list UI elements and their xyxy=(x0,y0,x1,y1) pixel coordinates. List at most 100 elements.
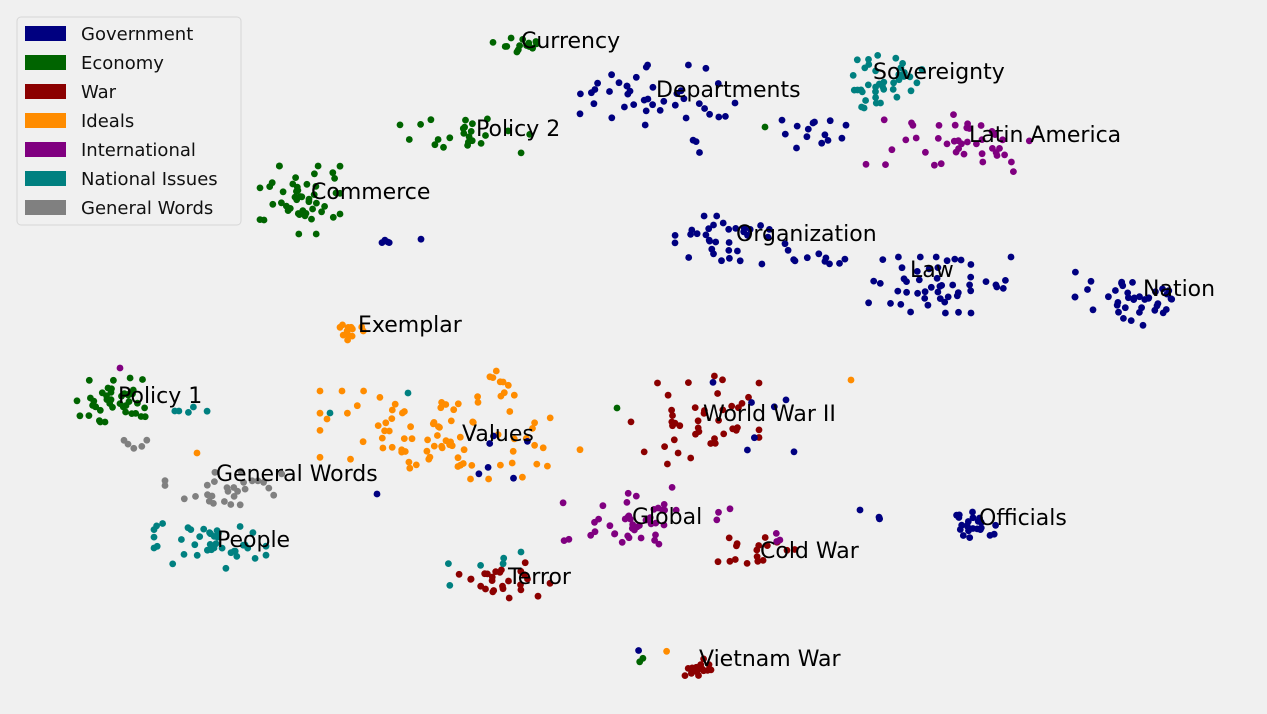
data-point-eco-208 xyxy=(278,199,285,207)
data-point-gov-671 xyxy=(977,526,984,533)
data-point-gov-56 xyxy=(692,138,700,146)
data-point-ide-439 xyxy=(405,458,413,466)
data-point-gov-36 xyxy=(577,90,584,98)
data-point-int-115 xyxy=(880,116,888,124)
data-point-gov-348 xyxy=(1118,278,1126,286)
data-point-nat-423 xyxy=(190,403,197,411)
data-point-eco-410 xyxy=(126,390,133,398)
data-point-eco-380 xyxy=(101,418,109,426)
data-point-eco-414 xyxy=(139,376,146,383)
data-point-eco-5 xyxy=(489,39,497,46)
data-point-gov-271 xyxy=(803,254,811,262)
data-point-war-782 xyxy=(700,655,707,663)
data-point-int-631 xyxy=(599,502,607,510)
legend-swatch-int xyxy=(25,142,66,157)
data-point-eco-182 xyxy=(292,174,299,182)
data-point-gov-354 xyxy=(1159,285,1166,293)
data-point-gov-335 xyxy=(1105,293,1112,301)
data-point-eco-415 xyxy=(96,418,104,426)
data-point-gen-601 xyxy=(270,491,278,499)
data-point-eco-191 xyxy=(269,200,277,208)
data-point-gov-298 xyxy=(934,288,942,296)
data-point-eco-164 xyxy=(482,132,489,139)
data-point-gov-324 xyxy=(1115,308,1122,316)
data-point-war-716 xyxy=(726,557,734,565)
data-point-gov-258 xyxy=(710,250,717,258)
cluster-label-cold-war: Cold War xyxy=(760,539,860,564)
data-point-war-731 xyxy=(759,557,767,564)
data-point-gov-666 xyxy=(977,518,985,525)
data-point-war-530 xyxy=(694,417,702,425)
data-point-gov-315 xyxy=(999,285,1007,292)
data-point-gov-17 xyxy=(630,101,638,108)
data-point-gov-261 xyxy=(758,260,766,268)
data-point-int-117 xyxy=(978,136,986,144)
data-point-eco-187 xyxy=(313,199,320,207)
data-point-int-114 xyxy=(950,137,958,145)
data-point-int-116 xyxy=(912,134,920,142)
data-point-eco-7 xyxy=(501,43,509,50)
data-point-eco-216 xyxy=(305,198,313,206)
data-point-eco-151 xyxy=(460,130,468,137)
data-point-war-566 xyxy=(738,400,746,407)
data-point-nat-63 xyxy=(895,71,903,78)
data-point-war-564 xyxy=(695,428,703,435)
data-point-gov-252 xyxy=(712,238,720,246)
data-point-eco-12 xyxy=(532,38,540,45)
legend-swatch-eco xyxy=(25,55,66,70)
data-point-ide-469 xyxy=(347,455,354,463)
data-point-gen-589 xyxy=(234,487,242,495)
data-point-war-745 xyxy=(467,575,475,583)
data-point-war-535 xyxy=(661,443,668,450)
data-point-war-559 xyxy=(640,448,648,456)
data-point-eco-190 xyxy=(309,205,316,213)
data-point-gov-292 xyxy=(924,301,932,309)
legend-label-eco: Economy xyxy=(81,53,164,74)
cluster-label-nation: Nation xyxy=(1143,277,1215,302)
data-point-nat-83 xyxy=(865,56,872,63)
data-point-war-758 xyxy=(489,588,497,596)
data-point-nat-94 xyxy=(858,103,865,111)
data-point-nat-765 xyxy=(446,582,454,589)
data-point-nat-762 xyxy=(445,560,452,567)
data-point-nat-709 xyxy=(215,529,222,537)
legend-label-ide: Ideals xyxy=(81,111,134,132)
data-point-gov-352 xyxy=(1136,293,1143,301)
legend: Government Economy War Ideals International N… xyxy=(16,16,242,226)
data-point-ide-466 xyxy=(474,399,482,406)
data-point-int-629 xyxy=(591,528,599,536)
data-point-war-738 xyxy=(505,577,512,585)
data-point-war-565 xyxy=(755,426,763,434)
data-point-int-636 xyxy=(565,535,573,543)
data-point-gen-588 xyxy=(248,477,256,485)
data-point-ide-367 xyxy=(344,336,351,344)
data-point-ide-496 xyxy=(401,408,408,415)
data-point-gov-329 xyxy=(1072,268,1079,276)
data-point-gov-259 xyxy=(705,236,713,244)
cluster-label-law: Law xyxy=(910,258,954,283)
data-point-gov-227 xyxy=(378,239,386,247)
data-point-eco-401 xyxy=(98,389,106,397)
data-point-gov-260 xyxy=(784,246,792,254)
data-point-gov-350 xyxy=(1125,294,1132,302)
data-point-gov-287 xyxy=(967,309,975,317)
data-point-gov-21 xyxy=(642,63,650,71)
data-point-gen-585 xyxy=(211,478,218,485)
data-point-ide-373 xyxy=(344,330,351,338)
data-point-eco-8 xyxy=(507,34,515,42)
data-point-gov-574 xyxy=(748,399,755,406)
data-point-int-134 xyxy=(977,122,985,129)
data-point-nat-763 xyxy=(499,560,507,568)
data-point-nat-57 xyxy=(890,79,897,87)
data-point-nat-703 xyxy=(184,524,192,532)
data-point-ide-473 xyxy=(382,419,390,427)
data-point-nat-704 xyxy=(159,520,167,527)
data-point-gov-246 xyxy=(705,225,713,233)
data-point-war-741 xyxy=(517,586,525,594)
data-point-ide-472 xyxy=(546,414,554,422)
cluster-label-terror: Terror xyxy=(507,565,572,590)
data-point-gov-296 xyxy=(907,308,914,316)
data-point-eco-156 xyxy=(434,136,442,143)
data-point-nat-74 xyxy=(892,54,900,62)
